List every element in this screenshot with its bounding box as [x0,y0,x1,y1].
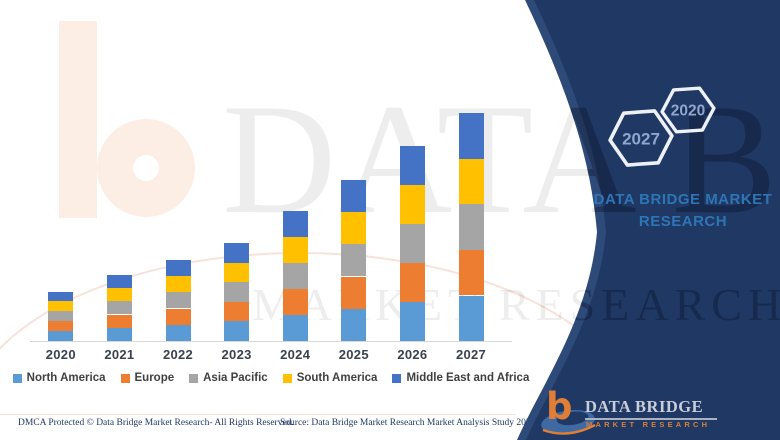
bar-segment-2020-north-america [48,331,74,341]
bar-segment-2027-south-america [458,158,484,205]
bar-segment-2023-south-america [224,262,250,283]
legend-swatch-icon [282,373,292,383]
legend-label: Asia Pacific [203,372,268,384]
databridge-logo: b DATA BRIDGE MARKET RESEARCH [540,388,740,438]
brand-wordmark: DATA BRIDGE MARKET RESEARCH [587,189,779,233]
bar-segment-2022-europe [165,308,191,325]
bar-segment-2025-middle-east-and-africa [341,179,367,212]
bar-segment-2020-europe [48,321,74,332]
navy-body [526,0,780,440]
dmca-notice: DMCA Protected © Data Bridge Market Rese… [18,418,294,428]
legend-item-south-america: South America [282,372,378,384]
bar-segment-2026-europe [399,263,425,302]
bar-segment-2020-asia-pacific [48,311,74,322]
bar-segment-2025-north-america [341,308,367,341]
legend-item-asia-pacific: Asia Pacific [189,372,268,384]
legend-swatch-icon [120,373,130,383]
source-notice: Source: Data Bridge Market Research Mark… [280,418,536,428]
bar-segment-2026-middle-east-and-africa [399,146,425,185]
bar-segment-2023-asia-pacific [224,282,250,302]
x-axis-label-2022: 2022 [162,347,194,362]
bar-segment-2023-europe [224,301,250,322]
bar-segment-2020-middle-east-and-africa [48,291,74,302]
footer-divider [0,414,516,415]
hexagon-2027-label: 2027 [622,130,660,149]
x-axis-label-2021: 2021 [104,347,135,362]
x-axis-line [30,341,512,342]
hexagon-2027 [608,109,674,167]
bar-segment-2027-north-america [458,295,484,341]
bar-segment-2026-asia-pacific [399,224,425,263]
bar-segment-2024-middle-east-and-africa [282,211,308,238]
bar-segment-2022-north-america [165,324,191,341]
bar-segment-2022-south-america [165,276,191,293]
legend-swatch-icon [12,373,22,383]
bar-segment-2021-middle-east-and-africa [106,274,132,288]
bar-segment-2021-north-america [106,327,132,341]
bar-segment-2023-middle-east-and-africa [224,243,250,263]
x-axis-label-2020: 2020 [45,347,76,362]
legend-swatch-icon [189,373,199,383]
bar-segment-2021-europe [106,314,132,328]
chart-legend: North America Europe Asia Pacific South Ame… [12,372,529,384]
bar-segment-2024-south-america [282,237,308,264]
brand-line1: DATA BRIDGE MARKET [593,191,773,208]
legend-item-middle-east-and-africa: Middle East and Africa [392,372,529,384]
bar-segment-2027-middle-east-and-africa [458,113,484,159]
watermark-b-icon [59,21,195,218]
legend-item-europe: Europe [120,372,175,384]
legend-label: South America [296,372,378,384]
bar-segment-2021-south-america [106,287,132,302]
x-axis-label-2024: 2024 [280,347,311,362]
bar-segment-2025-asia-pacific [341,244,367,277]
x-axis-label-2027: 2027 [455,347,487,362]
hexagon-2020 [660,86,716,134]
legend-label: North America [26,372,106,384]
bar-segment-2027-asia-pacific [458,204,484,250]
bar-segment-2026-south-america [399,185,425,224]
bar-segment-2023-north-america [224,321,250,341]
logo-tagline: MARKET RESEARCH [586,420,711,429]
bar-segment-2024-europe [282,289,308,315]
x-axis-label-2023: 2023 [221,347,252,362]
bar-segment-2024-north-america [282,315,308,341]
bar-segment-2024-asia-pacific [282,263,308,290]
bar-segment-2022-asia-pacific [165,292,191,309]
bar-segment-2020-south-america [48,301,74,312]
bar-segment-2026-north-america [399,302,425,341]
bar-segment-2021-asia-pacific [106,301,132,315]
x-axis-label-2025: 2025 [338,347,369,362]
bar-segment-2025-south-america [341,211,367,245]
bar-segment-2022-middle-east-and-africa [165,259,191,276]
legend-label: Europe [134,372,175,384]
legend-swatch-icon [392,373,402,383]
legend-item-north-america: North America [12,372,106,384]
logo-name: DATA BRIDGE [585,397,717,420]
logo-swoosh-icon [541,410,596,435]
legend-label: Middle East and Africa [406,372,530,384]
brand-line2: RESEARCH [638,212,728,230]
bar-segment-2027-europe [458,249,484,296]
hexagon-2020-label: 2020 [671,103,705,120]
bar-segment-2025-europe [341,276,367,309]
x-axis-label-2026: 2026 [397,347,428,362]
logo-b-icon: b [546,385,573,428]
